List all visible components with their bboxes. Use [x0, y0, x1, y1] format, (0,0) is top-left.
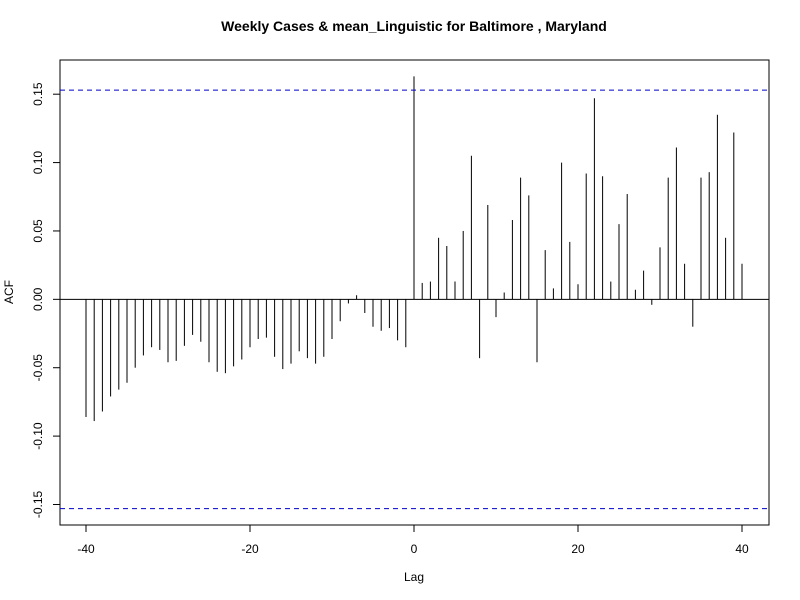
chart-title: Weekly Cases & mean_Linguistic for Balti…: [221, 18, 607, 34]
y-tick-label: 0.05: [31, 219, 45, 243]
x-tick-label: 20: [571, 542, 585, 556]
y-tick-label: 0.15: [31, 82, 45, 106]
acf-bars: [85, 76, 743, 422]
x-tick-label: -20: [241, 542, 259, 556]
x-tick-label: 0: [411, 542, 418, 556]
x-axis: -40 -20 0 20 40: [77, 525, 749, 556]
x-tick-label: 40: [735, 542, 749, 556]
y-tick-label: -0.10: [31, 422, 45, 450]
y-axis-label: ACF: [2, 280, 16, 304]
y-axis: -0.15 -0.10 -0.05 0.00 0.05 0.10 0.15: [31, 82, 60, 518]
y-tick-label: -0.15: [31, 490, 45, 518]
x-axis-label: Lag: [404, 570, 424, 584]
y-tick-label: 0.00: [31, 287, 45, 311]
x-tick-label: -40: [77, 542, 95, 556]
y-tick-label: -0.05: [31, 354, 45, 382]
y-tick-label: 0.10: [31, 151, 45, 175]
